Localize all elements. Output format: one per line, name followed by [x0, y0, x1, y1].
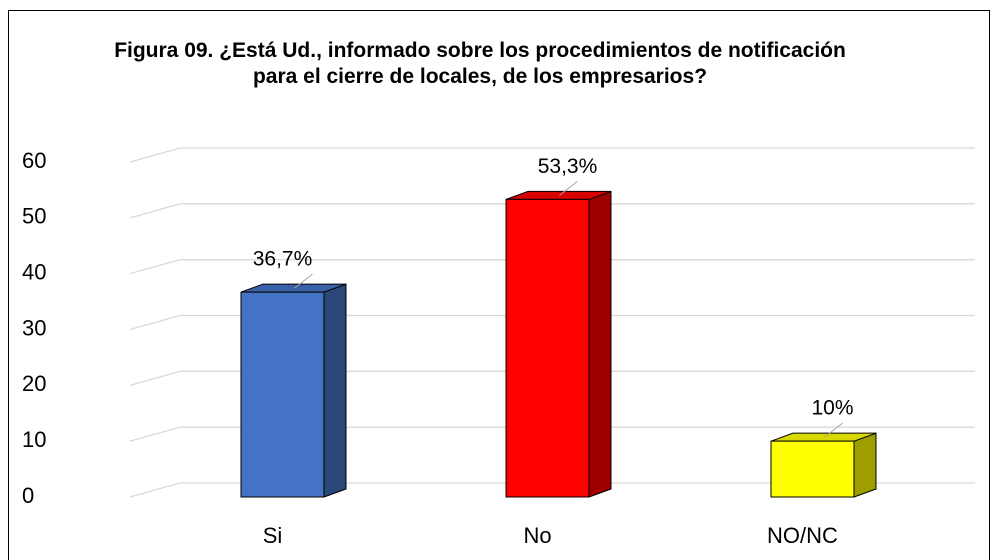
bar — [770, 432, 877, 498]
bar-side — [323, 283, 347, 498]
grid-line — [129, 426, 975, 442]
label-leader — [824, 422, 843, 438]
bar — [240, 283, 347, 498]
bar-front — [505, 198, 590, 498]
bar — [505, 190, 612, 498]
x-tick-label: Si — [263, 523, 283, 548]
y-tick-label: 20 — [22, 371, 46, 396]
chart-title: Figura 09. ¿Está Ud., informado sobre lo… — [114, 39, 846, 88]
data-label: 10% — [811, 397, 853, 420]
x-tick-label: No — [523, 523, 551, 548]
grid-line — [129, 482, 975, 498]
y-tick-label: 10 — [22, 427, 46, 452]
bar-front — [770, 440, 855, 498]
grid-line — [129, 314, 975, 331]
y-tick-label: 40 — [22, 259, 46, 284]
chart-border — [8, 10, 990, 560]
x-tick-label: NO/NC — [767, 523, 838, 548]
y-tick-label: 30 — [22, 315, 46, 340]
grid-line — [129, 203, 975, 219]
bar-side — [853, 432, 877, 498]
label-leader — [559, 181, 578, 196]
y-tick-label: 50 — [22, 204, 46, 229]
grid-line — [129, 259, 975, 275]
label-leader — [294, 273, 313, 289]
grid-line — [129, 147, 975, 163]
y-tick-label: 60 — [22, 148, 46, 173]
bar-side — [588, 190, 612, 498]
data-label: 36,7% — [253, 248, 313, 271]
bar-front — [240, 291, 325, 498]
data-label: 53,3% — [538, 155, 598, 178]
y-tick-label: 0 — [22, 483, 34, 508]
grid-line — [129, 370, 975, 386]
